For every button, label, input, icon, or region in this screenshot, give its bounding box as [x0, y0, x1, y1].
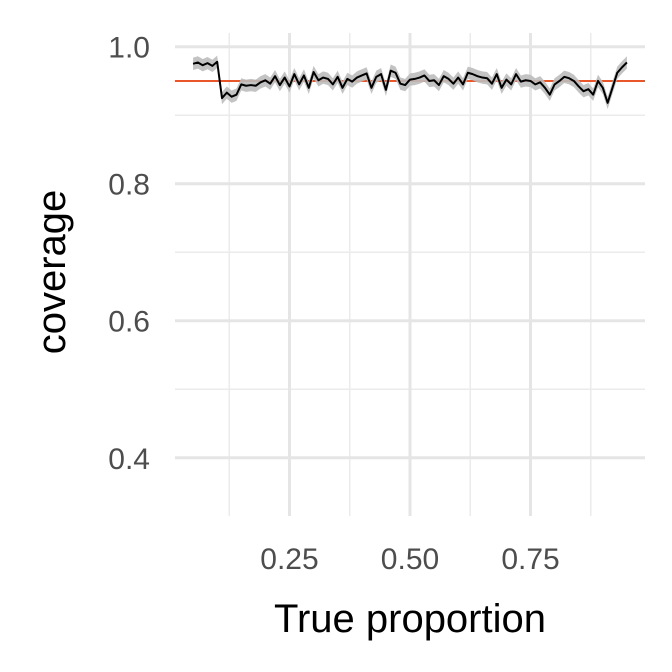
y-tick-label-2: 0.8	[108, 169, 150, 202]
confidence-band-group	[193, 55, 627, 110]
confidence-band	[193, 55, 627, 110]
major-gridlines	[175, 33, 645, 516]
y-axis-title: coverage	[30, 190, 74, 355]
y-tick-label-3: 1.0	[108, 32, 150, 65]
x-tick-labels: 0.25 0.50 0.75	[260, 543, 559, 576]
y-tick-label-1: 0.6	[108, 306, 150, 339]
x-axis-title: True proportion	[274, 597, 546, 641]
x-tick-label-2: 0.75	[501, 543, 559, 576]
x-tick-label-1: 0.50	[381, 543, 439, 576]
y-tick-label-0: 0.4	[108, 443, 150, 476]
coverage-line-group	[192, 60, 628, 104]
coverage-line	[192, 60, 628, 104]
x-tick-label-0: 0.25	[260, 543, 318, 576]
y-tick-labels: 0.4 0.6 0.8 1.0	[108, 32, 150, 476]
